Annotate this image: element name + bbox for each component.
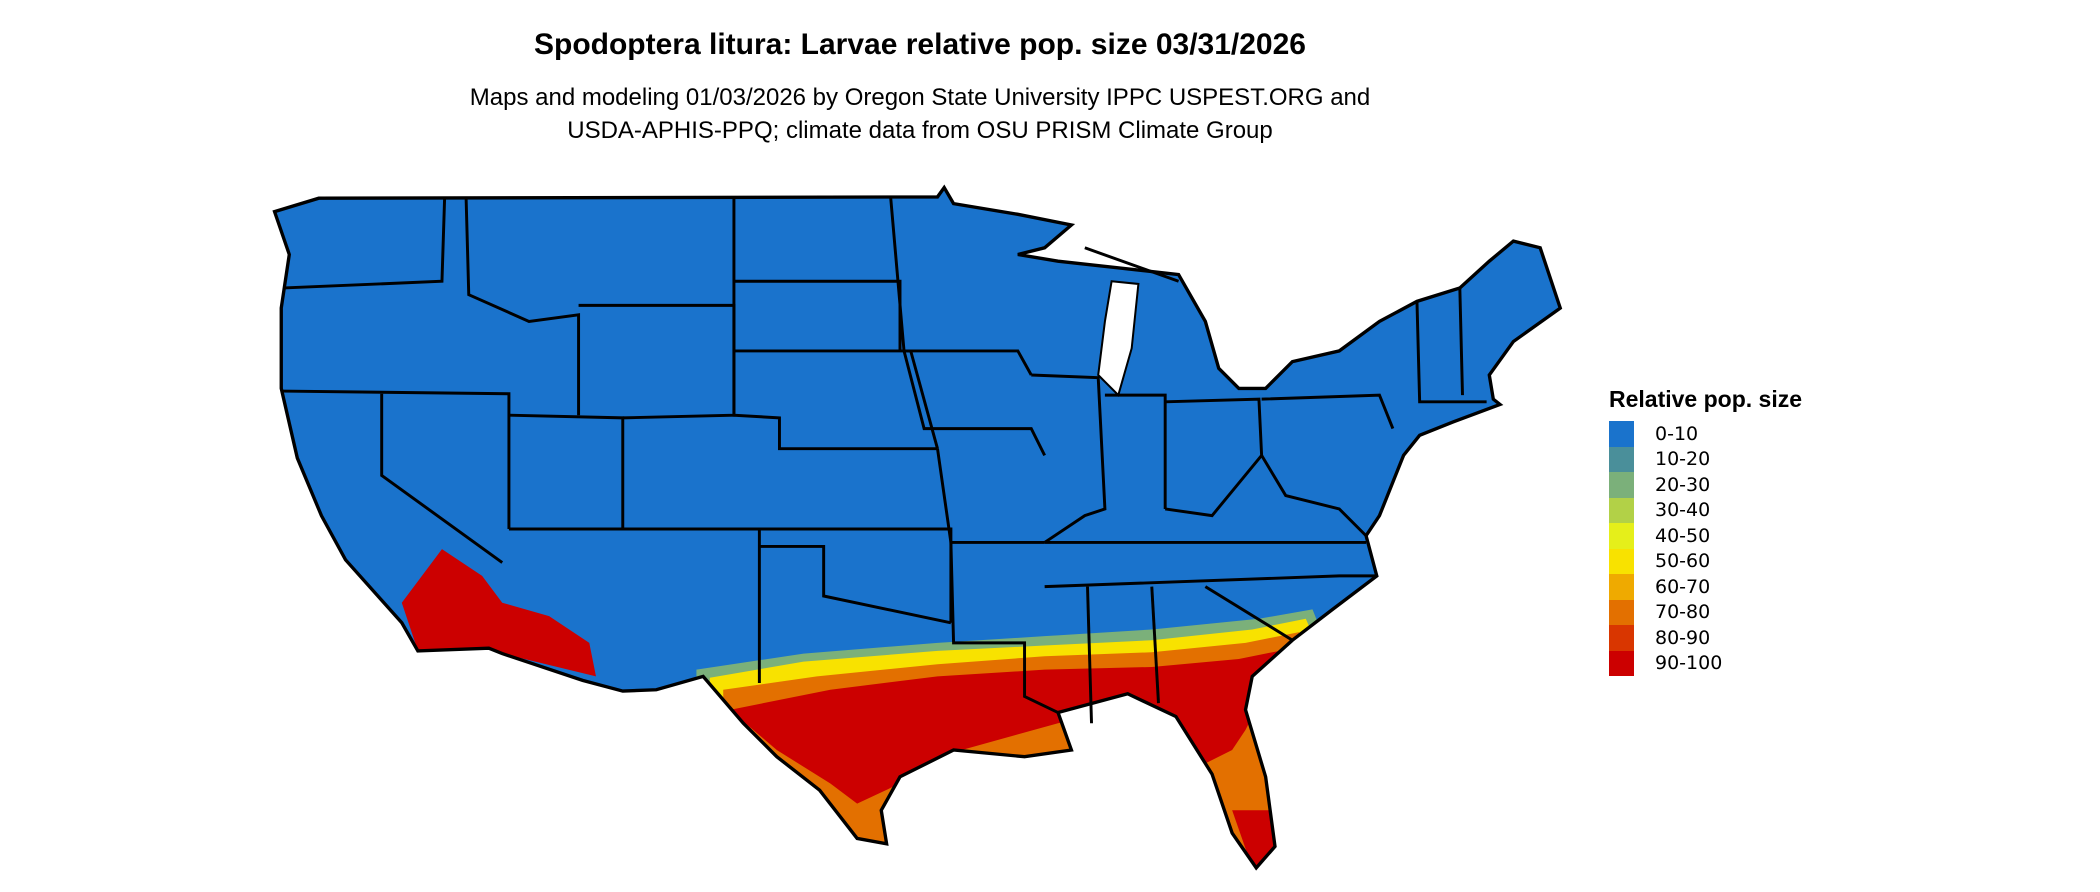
legend-swatch bbox=[1609, 497, 1634, 523]
legend-swatch bbox=[1609, 548, 1634, 574]
legend-item: 90-100 bbox=[1609, 650, 1802, 676]
legend-swatch bbox=[1609, 599, 1634, 625]
legend: Relative pop. size 0-10 10-20 20-30 30-40 40… bbox=[1609, 386, 1802, 676]
legend-label: 0-10 bbox=[1655, 422, 1699, 445]
legend-label: 30-40 bbox=[1655, 499, 1711, 522]
legend-label: 40-50 bbox=[1655, 524, 1711, 547]
legend-items: 0-10 10-20 20-30 30-40 40-50 50-60 60-70 70-80 8… bbox=[1609, 421, 1802, 676]
map-title: Spodoptera litura: Larvae relative pop. … bbox=[534, 28, 1306, 61]
legend-label: 50-60 bbox=[1655, 550, 1711, 573]
zone-florida-tip bbox=[1232, 810, 1275, 868]
legend-item: 40-50 bbox=[1609, 523, 1802, 549]
legend-item: 30-40 bbox=[1609, 497, 1802, 523]
legend-item: 50-60 bbox=[1609, 548, 1802, 574]
legend-swatch bbox=[1609, 650, 1634, 676]
legend-item: 80-90 bbox=[1609, 625, 1802, 651]
legend-item: 60-70 bbox=[1609, 574, 1802, 600]
legend-swatch bbox=[1609, 523, 1634, 549]
legend-label: 60-70 bbox=[1655, 575, 1711, 598]
legend-label: 90-100 bbox=[1655, 652, 1723, 675]
map-subtitle-line-1: Maps and modeling 01/03/2026 by Oregon S… bbox=[469, 84, 1371, 111]
legend-label: 80-90 bbox=[1655, 626, 1711, 649]
state-borders bbox=[272, 185, 1562, 870]
legend-swatch bbox=[1609, 574, 1634, 600]
zone-90-100 bbox=[729, 649, 1286, 804]
legend-label: 70-80 bbox=[1655, 601, 1711, 624]
great-lakes bbox=[1097, 280, 1140, 398]
legend-swatch bbox=[1609, 472, 1634, 498]
legend-item: 70-80 bbox=[1609, 599, 1802, 625]
legend-swatch bbox=[1609, 421, 1634, 447]
zone-southwest-red bbox=[401, 549, 596, 677]
legend-item: 0-10 bbox=[1609, 421, 1802, 447]
legend-title: Relative pop. size bbox=[1609, 386, 1803, 412]
legend-swatch bbox=[1609, 625, 1634, 651]
map-subtitle-line-2: USDA-APHIS-PPQ; climate data from OSU PR… bbox=[567, 117, 1273, 144]
legend-item: 10-20 bbox=[1609, 446, 1802, 472]
lake-michigan bbox=[1097, 280, 1140, 398]
legend-label: 10-20 bbox=[1655, 448, 1711, 471]
legend-swatch bbox=[1609, 446, 1634, 472]
legend-label: 20-30 bbox=[1655, 473, 1711, 496]
legend-item: 20-30 bbox=[1609, 472, 1802, 498]
